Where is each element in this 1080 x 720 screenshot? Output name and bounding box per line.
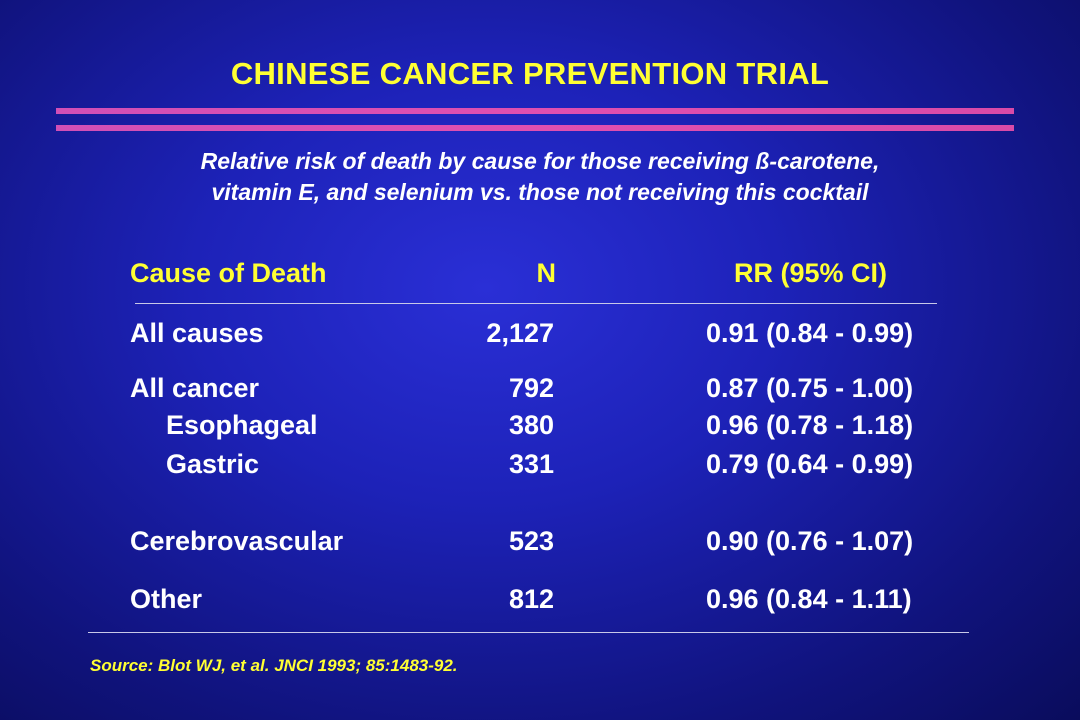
n-cell: 380 — [508, 410, 554, 440]
n-cell: 812 — [508, 584, 554, 614]
rr-cell: 0.79 (0.64 - 0.99) — [706, 449, 914, 479]
column-header-n: N — [536, 258, 557, 288]
table-bottom-divider — [88, 632, 969, 633]
cause-cell: Gastric — [166, 449, 260, 479]
slide-title: CHINESE CANCER PREVENTION TRIAL — [230, 56, 830, 91]
cause-cell: All causes — [130, 318, 264, 348]
n-cell: 331 — [508, 449, 554, 479]
table-row: Other 812 0.96 (0.84 - 1.11) — [0, 584, 1080, 620]
n-cell: 792 — [508, 373, 554, 403]
source-citation: Source: Blot WJ, et al. JNCI 1993; 85:14… — [90, 656, 458, 675]
title-divider-bottom — [56, 125, 1014, 131]
rr-cell: 0.91 (0.84 - 0.99) — [706, 318, 914, 348]
rr-cell: 0.96 (0.78 - 1.18) — [706, 410, 914, 440]
n-cell: 2,127 — [486, 318, 554, 348]
table-row: Cerebrovascular 523 0.90 (0.76 - 1.07) — [0, 526, 1080, 562]
cause-cell: Esophageal — [166, 410, 318, 440]
title-divider-top — [56, 108, 1014, 114]
header-divider — [135, 303, 937, 304]
table-row: Esophageal 380 0.96 (0.78 - 1.18) — [0, 410, 1080, 446]
rr-cell: 0.96 (0.84 - 1.11) — [706, 584, 912, 614]
table-row: All cancer 792 0.87 (0.75 - 1.00) — [0, 373, 1080, 409]
subtitle-line-1: Relative risk of death by cause for thos… — [200, 148, 880, 174]
column-header-cause: Cause of Death — [130, 258, 327, 288]
table-row: Gastric 331 0.79 (0.64 - 0.99) — [0, 449, 1080, 485]
table-row: All causes 2,127 0.91 (0.84 - 0.99) — [0, 318, 1080, 354]
cause-cell: Other — [130, 584, 203, 614]
rr-cell: 0.90 (0.76 - 1.07) — [706, 526, 914, 556]
cause-cell: Cerebrovascular — [130, 526, 344, 556]
slide-subtitle: Relative risk of death by cause for thos… — [0, 146, 1080, 208]
n-cell: 523 — [508, 526, 554, 556]
cause-cell: All cancer — [130, 373, 260, 403]
rr-cell: 0.87 (0.75 - 1.00) — [706, 373, 914, 403]
column-header-rr: RR (95% CI) — [734, 258, 888, 288]
subtitle-line-2: vitamin E, and selenium vs. those not re… — [211, 179, 869, 205]
